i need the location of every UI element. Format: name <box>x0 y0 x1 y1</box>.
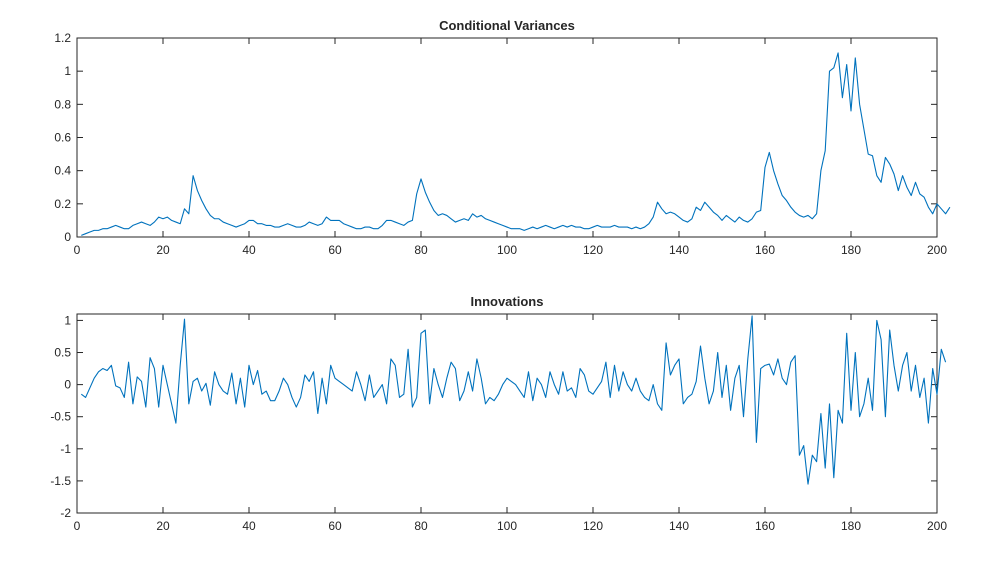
innovations-y-tick-label: -0.5 <box>50 410 71 424</box>
innovations-ticks: 0 20 40 60 80 100 120 140 160 180 200 -2 -1.5 -1 -0.5 0… <box>50 313 947 533</box>
innovations-x-tick-label: 120 <box>583 519 603 533</box>
conditional-variances-y-tick-label: 1.2 <box>54 31 71 45</box>
innovations-x-tick-label: 200 <box>927 519 947 533</box>
innovations-x-tick-label: 0 <box>74 519 81 533</box>
innovations-x-tick-label: 60 <box>328 519 342 533</box>
conditional-variances-x-tick-label: 100 <box>497 243 517 257</box>
conditional-variances-x-tick-label: 80 <box>414 243 428 257</box>
innovations-chart: Innovations 0 20 40 60 80 100 120 140 160 180 200 -… <box>50 294 947 533</box>
conditional-variances-x-tick-label: 160 <box>755 243 775 257</box>
innovations-x-tick-label: 20 <box>156 519 170 533</box>
conditional-variances-x-tick-label: 180 <box>841 243 861 257</box>
innovations-y-tick-label: 0 <box>64 378 71 392</box>
conditional-variances-x-tick-label: 140 <box>669 243 689 257</box>
conditional-variances-x-tick-label: 0 <box>74 243 81 257</box>
conditional-variances-y-tick-label: 0 <box>64 230 71 244</box>
conditional-variances-y-tick-label: 0.8 <box>54 97 71 111</box>
innovations-x-tick-label: 160 <box>755 519 775 533</box>
innovations-x-tick-label: 180 <box>841 519 861 533</box>
innovations-x-tick-label: 140 <box>669 519 689 533</box>
conditional-variances-title: Conditional Variances <box>439 18 575 33</box>
innovations-axes <box>76 313 938 514</box>
innovations-y-tick-label: 1 <box>64 313 71 327</box>
conditional-variances-chart: Conditional Variances 0 20 40 60 80 100 120 140… <box>54 18 951 257</box>
conditional-variances-y-tick-label: 0.6 <box>54 131 71 145</box>
conditional-variances-series-line <box>81 52 951 236</box>
innovations-y-tick-label: -1.5 <box>50 474 71 488</box>
conditional-variances-axes <box>76 37 938 238</box>
conditional-variances-x-tick-label: 60 <box>328 243 342 257</box>
conditional-variances-y-tick-label: 1 <box>64 64 71 78</box>
conditional-variances-y-tick-label: 0.2 <box>54 197 71 211</box>
innovations-x-tick-label: 100 <box>497 519 517 533</box>
innovations-y-tick-label: 0.5 <box>54 346 71 360</box>
innovations-x-tick-label: 80 <box>414 519 428 533</box>
conditional-variances-x-tick-label: 120 <box>583 243 603 257</box>
conditional-variances-y-tick-label: 0.4 <box>54 164 71 178</box>
innovations-x-tick-label: 40 <box>242 519 256 533</box>
innovations-y-tick-label: -2 <box>60 506 71 520</box>
conditional-variances-x-tick-label: 40 <box>242 243 256 257</box>
conditional-variances-ticks: 0 20 40 60 80 100 120 140 160 180 200 0 0.2 0.4 0.6 0.8… <box>54 31 947 257</box>
conditional-variances-x-tick-label: 20 <box>156 243 170 257</box>
innovations-y-tick-label: -1 <box>60 442 71 456</box>
innovations-series-line <box>80 315 947 485</box>
innovations-title: Innovations <box>471 294 544 309</box>
conditional-variances-x-tick-label: 200 <box>927 243 947 257</box>
